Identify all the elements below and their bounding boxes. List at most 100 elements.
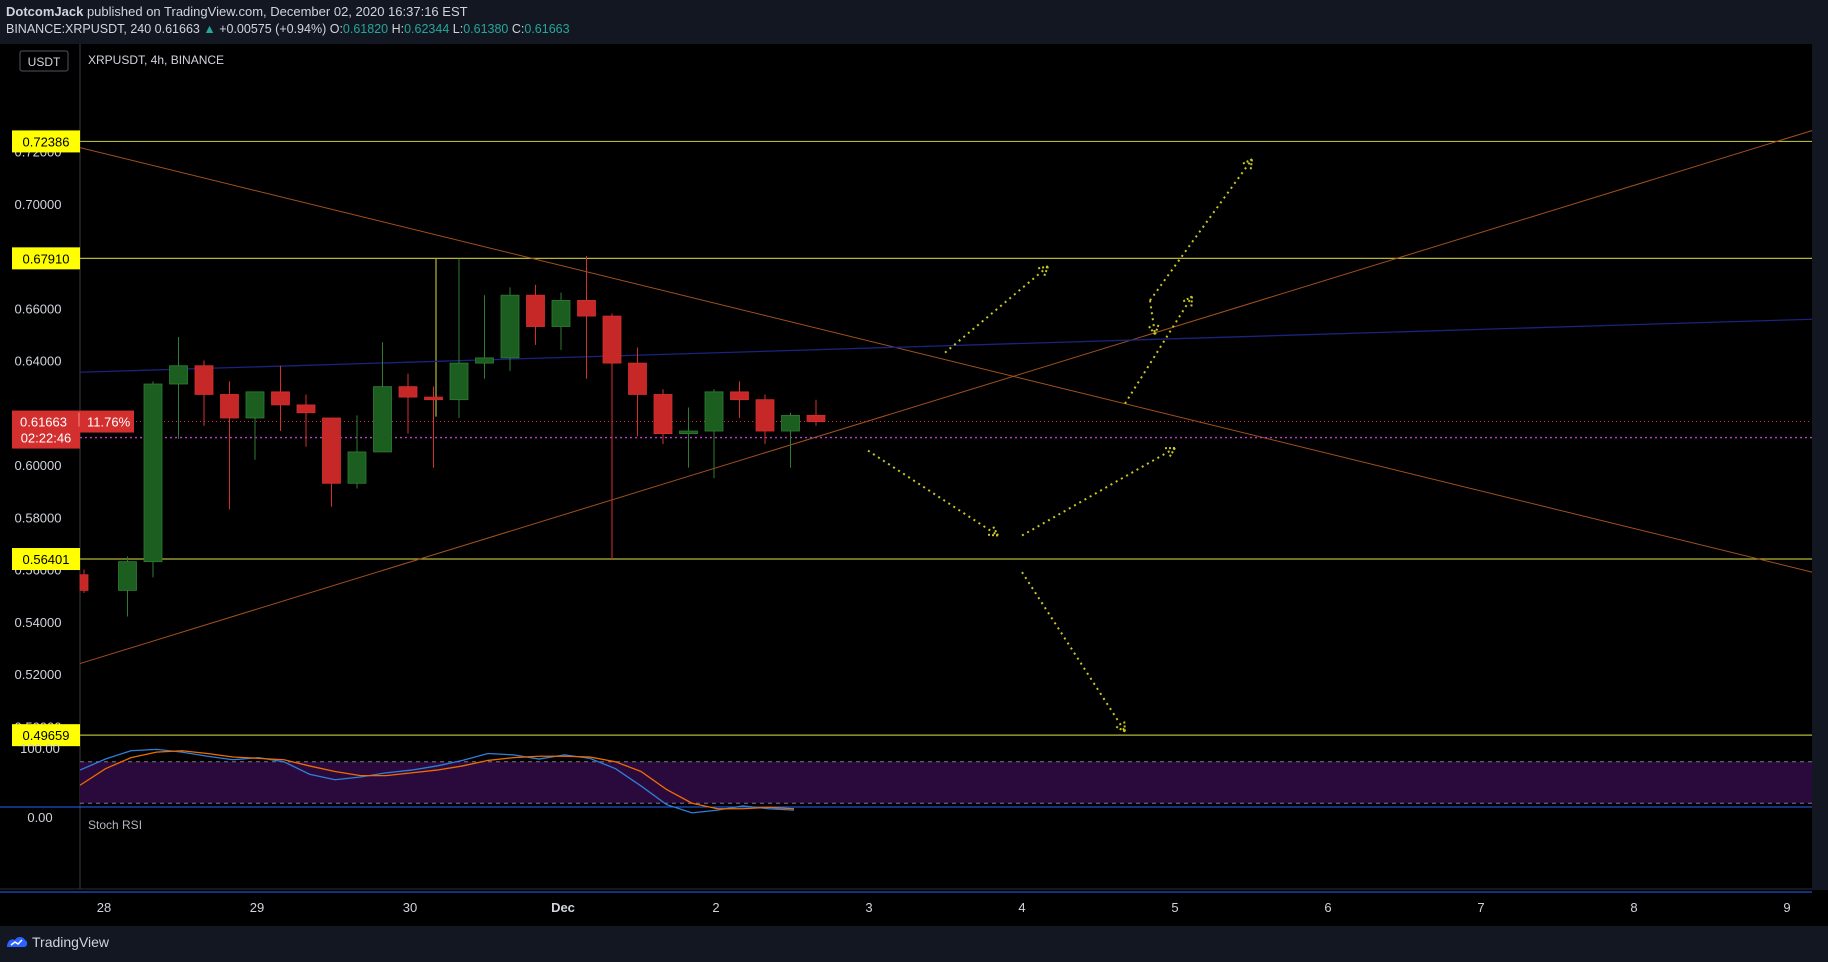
projection-arrow xyxy=(1021,571,1126,733)
level-label-bg xyxy=(12,548,80,571)
x-tick-label: 29 xyxy=(250,900,264,915)
chart-header-bar: DotcomJack published on TradingView.com,… xyxy=(0,0,1828,44)
x-tick-label: 2 xyxy=(712,900,719,915)
ascending-trendline xyxy=(79,130,1813,665)
candle-body xyxy=(755,399,775,432)
candle-body xyxy=(551,300,571,327)
arrow-head xyxy=(985,533,999,537)
last-price-pct: 11.76% xyxy=(87,415,131,430)
candles-layer xyxy=(79,256,826,617)
change-up-icon: ▲ xyxy=(203,22,216,36)
time-axis[interactable]: 28 29 30 Dec 2 3 4 5 6 7 8 9 xyxy=(97,900,1791,915)
y-tick-label: 0.64000 xyxy=(15,354,62,369)
y-tick-label: 0.70000 xyxy=(15,197,62,212)
change-value: +0.00575 (+0.94%) xyxy=(219,22,327,36)
x-tick-label: 7 xyxy=(1477,900,1484,915)
arrow-head xyxy=(1181,295,1193,304)
open-label: O: xyxy=(329,22,343,36)
candle-body xyxy=(322,417,341,484)
stoch-rsi-title: Stoch RSI xyxy=(88,818,142,832)
arrow-head xyxy=(1154,322,1161,335)
stoch-band xyxy=(80,761,1812,804)
tradingview-logo[interactable]: TradingView xyxy=(6,934,109,950)
candle-body xyxy=(653,394,673,435)
x-tick-label: 6 xyxy=(1324,900,1331,915)
candle-body xyxy=(143,383,163,563)
candle-body xyxy=(169,365,188,385)
candle-body xyxy=(220,394,239,419)
y-tick-label: 0.52000 xyxy=(15,667,62,682)
arrow-head xyxy=(1042,266,1049,278)
y-tick-label: 0.66000 xyxy=(15,301,62,316)
level-label: 0.56401 xyxy=(23,552,70,567)
candle-body xyxy=(296,404,316,414)
arrow-head xyxy=(1113,724,1126,733)
low-value: 0.61380 xyxy=(463,22,509,36)
high-value: 0.62344 xyxy=(404,22,450,36)
arrow-head xyxy=(1240,158,1253,166)
stoch-d-line xyxy=(79,750,795,810)
level-label-bg xyxy=(12,724,80,747)
candle-body xyxy=(704,391,724,432)
candle-body xyxy=(398,386,418,398)
candle-body xyxy=(194,365,214,395)
low-label: L: xyxy=(452,22,464,36)
last-price: 0.61663 xyxy=(154,22,200,36)
level-label-bg xyxy=(12,247,80,270)
chart-symbol-title: XRPUSDT, 4h, BINANCE xyxy=(88,53,224,67)
arrow-head xyxy=(1123,719,1126,732)
candle-body xyxy=(424,396,443,401)
symbol-line: BINANCE:XRPUSDT, 240 xyxy=(6,22,152,36)
arrow-head xyxy=(1167,447,1176,459)
price-chart[interactable]: 0.720000.700000.660000.640000.600000.580… xyxy=(0,44,1828,926)
x-tick-label: 3 xyxy=(865,900,872,915)
tradingview-icon xyxy=(7,937,28,947)
candle-body xyxy=(347,451,367,484)
publisher-line: DotcomJack published on TradingView.com,… xyxy=(6,4,468,19)
x-tick-label: 9 xyxy=(1783,900,1790,915)
candle-body xyxy=(628,362,647,395)
candle-body xyxy=(475,357,494,364)
arrow-head xyxy=(1036,265,1049,270)
countdown-tag-bg xyxy=(12,426,80,449)
x-tick-label: 28 xyxy=(97,900,111,915)
y-tick-label: 0.54000 xyxy=(15,615,62,630)
candle-body xyxy=(806,414,826,423)
candle-body xyxy=(526,294,545,327)
y-tick-label: 0.58000 xyxy=(15,510,62,525)
price-axis-labels: 0.720000.700000.660000.640000.600000.580… xyxy=(12,130,134,747)
footer-bar: TradingView xyxy=(0,926,1828,962)
x-tick-label: 8 xyxy=(1630,900,1637,915)
descending-trendline xyxy=(79,147,1813,573)
level-label-bg xyxy=(12,130,80,153)
projection-arrow xyxy=(867,449,999,537)
stoch-tick-label: 100.00 xyxy=(20,741,60,756)
right-edge xyxy=(1812,44,1828,889)
projection-arrow xyxy=(1149,158,1253,301)
projection-arrow xyxy=(944,265,1049,354)
currency-button-label: USDT xyxy=(28,55,61,69)
candle-body xyxy=(118,561,137,591)
published-text: published on TradingView.com, December 0… xyxy=(86,4,468,19)
ohlc-line: BINANCE:XRPUSDT, 240 0.61663 ▲ +0.00575 … xyxy=(6,22,570,36)
candle-body xyxy=(781,414,800,432)
high-label: H: xyxy=(391,22,405,36)
blue-trendline xyxy=(79,318,1813,373)
level-label: 0.49659 xyxy=(23,728,70,743)
x-tick-label: Dec xyxy=(551,900,575,915)
candle-body xyxy=(500,294,520,359)
candle-body xyxy=(679,430,698,435)
candle-body xyxy=(602,315,622,364)
candle-body xyxy=(730,391,749,401)
stoch-rsi-pane: 100.00 0.00 xyxy=(0,741,1812,893)
last-price-tag: 0.61663 xyxy=(20,415,67,430)
level-label: 0.72386 xyxy=(23,134,70,149)
candle-body xyxy=(245,391,265,419)
tradingview-brand: TradingView xyxy=(32,934,110,950)
x-tick-label: 5 xyxy=(1171,900,1178,915)
time-axis-background xyxy=(0,889,1828,926)
currency-button[interactable]: USDT xyxy=(19,50,69,72)
author-name: DotcomJack xyxy=(6,4,84,19)
stoch-k-line xyxy=(79,748,795,814)
y-tick-label: 0.60000 xyxy=(15,458,62,473)
